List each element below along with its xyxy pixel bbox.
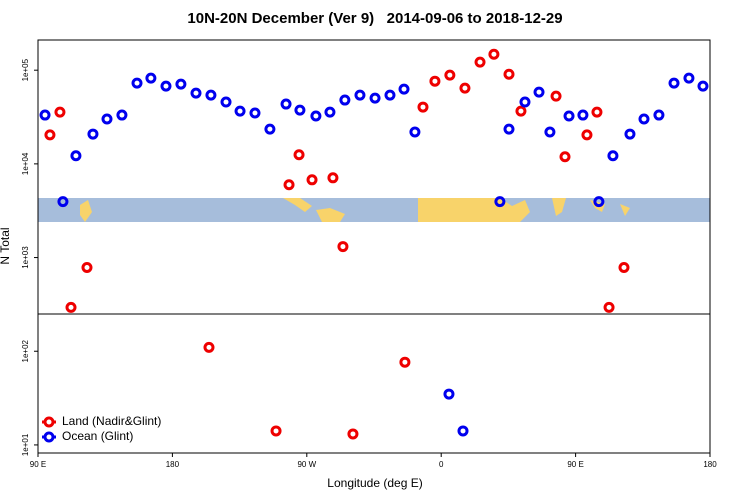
point — [559, 151, 571, 163]
point — [264, 123, 276, 135]
plot-frame — [37, 39, 711, 454]
point — [293, 149, 305, 161]
point — [203, 341, 215, 353]
point — [533, 86, 545, 98]
point — [39, 109, 51, 121]
point — [160, 80, 172, 92]
y-tick-label: 1e+03 — [21, 246, 30, 269]
point — [429, 75, 441, 87]
point — [327, 172, 339, 184]
x-tick-label: 90 W — [297, 460, 316, 469]
point — [593, 196, 605, 208]
point — [337, 241, 349, 253]
point — [607, 150, 619, 162]
point — [294, 104, 306, 116]
x-tick-label: 90 E — [30, 460, 46, 469]
legend-label: Land (Nadir&Glint) — [62, 414, 161, 428]
point — [618, 262, 630, 274]
point — [369, 92, 381, 104]
legend-marker — [43, 416, 55, 428]
point — [347, 428, 359, 440]
point — [398, 83, 410, 95]
point — [70, 150, 82, 162]
point — [306, 174, 318, 186]
point — [591, 106, 603, 118]
point — [653, 109, 665, 121]
point — [603, 301, 615, 313]
point — [324, 106, 336, 118]
point — [457, 425, 469, 437]
point — [503, 68, 515, 80]
point — [249, 107, 261, 119]
point — [339, 94, 351, 106]
y-axis-label: N Total — [0, 227, 12, 264]
point — [399, 356, 411, 368]
point — [81, 262, 93, 274]
point — [443, 388, 455, 400]
point — [234, 105, 246, 117]
point — [638, 113, 650, 125]
y-tick-label: 1e+04 — [21, 152, 30, 175]
point — [190, 87, 202, 99]
map-band — [38, 198, 710, 222]
y-tick-label: 1e+01 — [21, 433, 30, 456]
chart-title: 10N-20N December (Ver 9) 2014-09-06 to 2… — [187, 10, 562, 27]
legend-marker — [43, 431, 55, 443]
point — [494, 196, 506, 208]
point — [65, 301, 77, 313]
point — [409, 126, 421, 138]
point — [205, 89, 217, 101]
point — [57, 196, 69, 208]
point — [101, 113, 113, 125]
point — [577, 109, 589, 121]
point — [131, 77, 143, 89]
x-axis-label: Longitude (deg E) — [327, 476, 422, 490]
point — [310, 110, 322, 122]
point — [444, 69, 456, 81]
point — [544, 126, 556, 138]
x-tick-label: 0 — [439, 460, 444, 469]
point — [145, 72, 157, 84]
x-tick-label: 90 E — [567, 460, 583, 469]
point — [503, 123, 515, 135]
point — [515, 105, 527, 117]
point — [519, 96, 531, 108]
point — [87, 128, 99, 140]
point — [280, 98, 292, 110]
point — [220, 96, 232, 108]
y-tick-label: 1e+02 — [21, 339, 30, 362]
point — [563, 110, 575, 122]
point — [459, 82, 471, 94]
legend-label: Ocean (Glint) — [62, 429, 133, 443]
point — [683, 72, 695, 84]
x-tick-label: 180 — [166, 460, 180, 469]
point — [116, 109, 128, 121]
point — [581, 129, 593, 141]
point — [384, 89, 396, 101]
point — [474, 56, 486, 68]
point — [175, 78, 187, 90]
point — [354, 89, 366, 101]
point — [283, 179, 295, 191]
point — [697, 80, 709, 92]
point — [270, 425, 282, 437]
point — [44, 129, 56, 141]
y-tick-label: 1e+05 — [21, 58, 30, 81]
point — [417, 101, 429, 113]
point — [624, 128, 636, 140]
point — [488, 48, 500, 60]
x-tick-label: 180 — [703, 460, 717, 469]
point — [550, 90, 562, 102]
point — [54, 106, 66, 118]
point — [668, 77, 680, 89]
